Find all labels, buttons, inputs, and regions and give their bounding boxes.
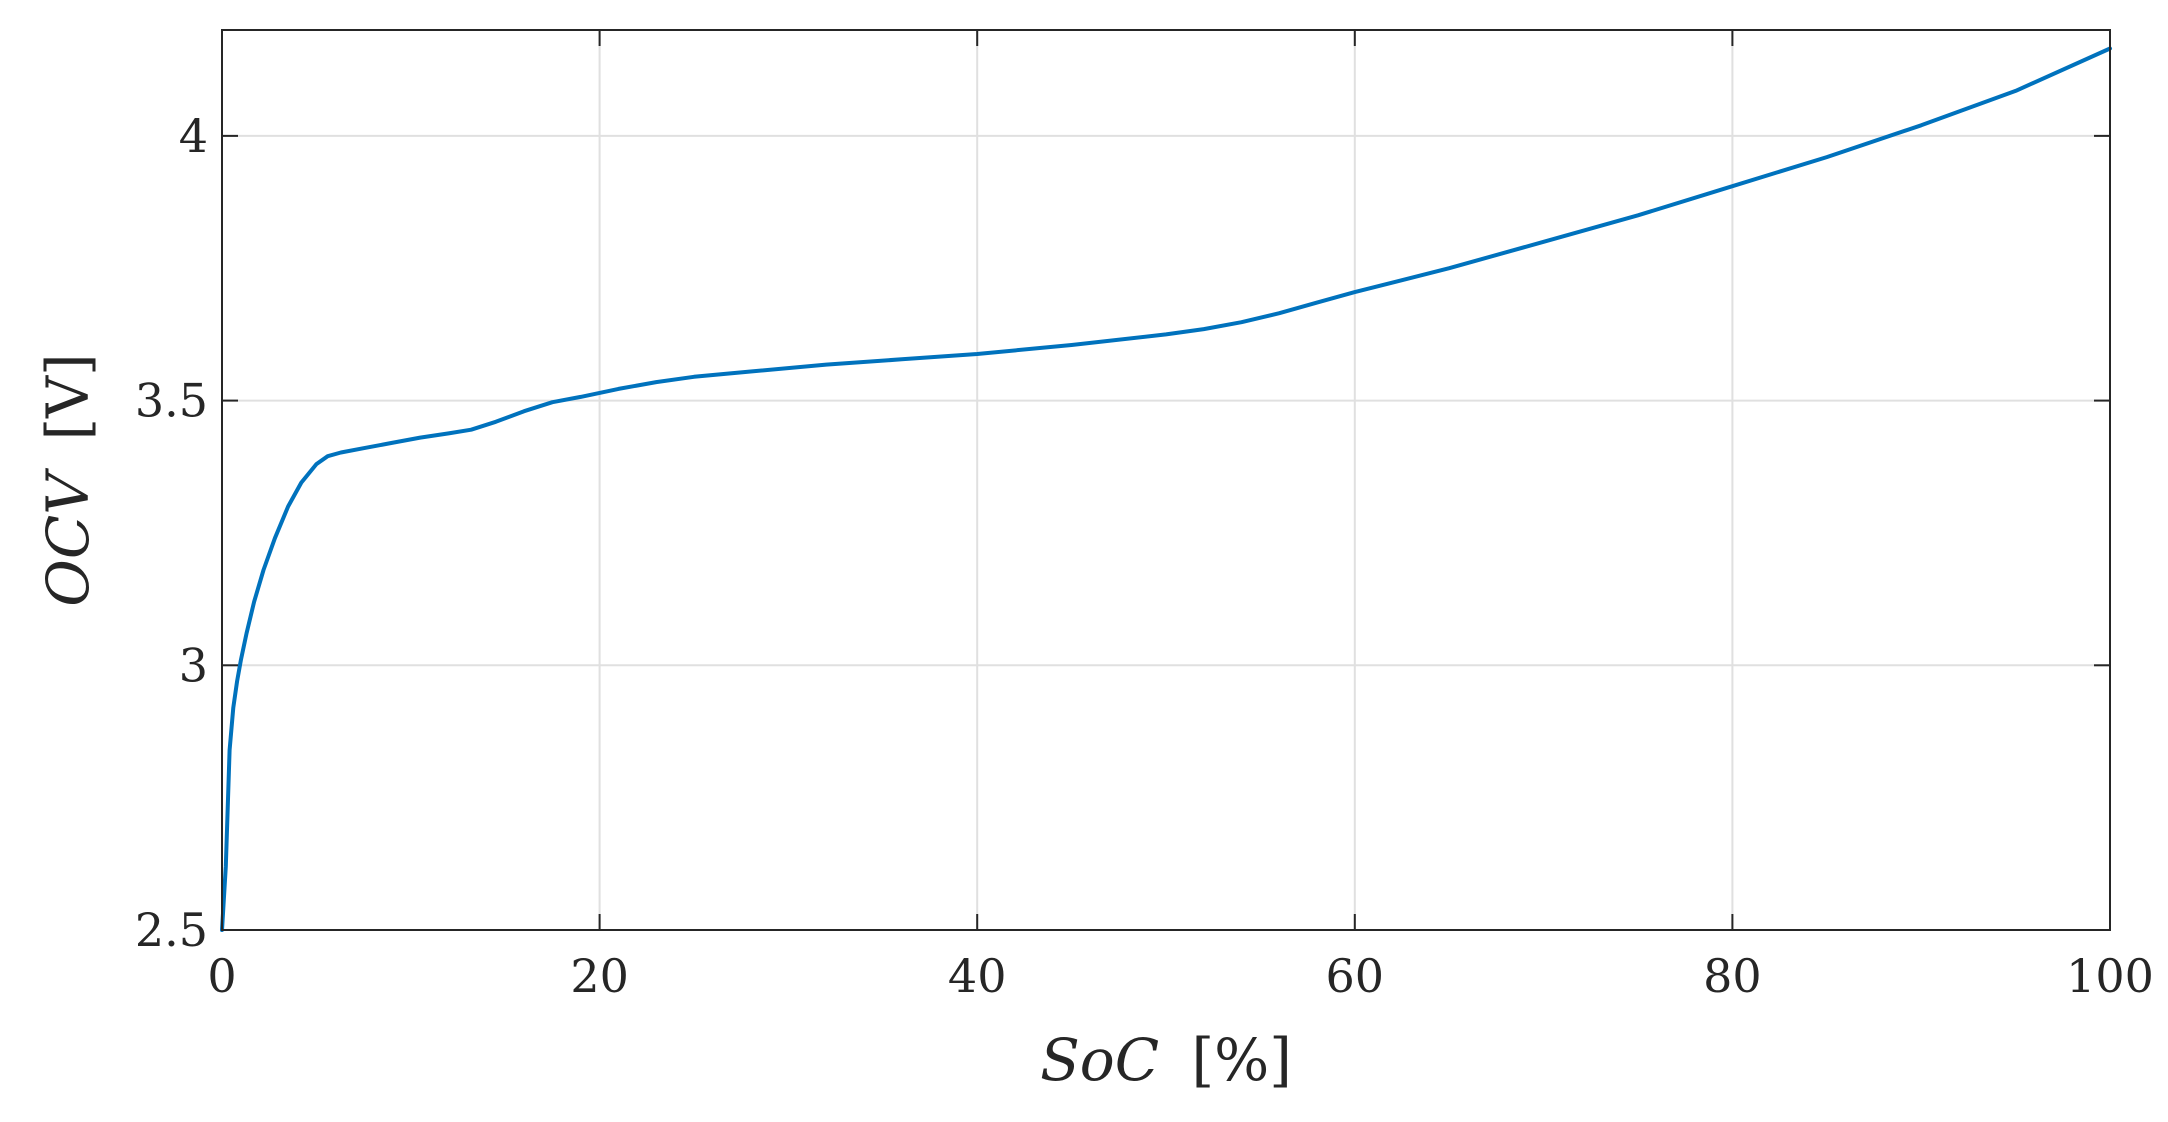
y-tick-label: 3.5 <box>135 374 208 428</box>
x-tick-label: 80 <box>1703 949 1762 1003</box>
x-tick-label: 40 <box>948 949 1007 1003</box>
plot-frame <box>221 29 2111 931</box>
y-axis-title: OCV [V] <box>34 353 102 606</box>
y-tick-label: 2.5 <box>135 903 208 957</box>
tick-marks <box>221 30 2111 931</box>
tick-labels: 0 20 40 60 80 100 2.5 3 3.5 4 <box>135 109 2154 1003</box>
series-layer <box>220 46 2112 932</box>
x-tick-label: 60 <box>1326 949 1385 1003</box>
y-axis-unit: [V] <box>34 353 102 440</box>
grid-lines <box>221 30 2111 931</box>
y-tick-label: 4 <box>179 109 208 163</box>
x-axis-title: SoC [%] <box>1040 1026 1292 1094</box>
y-axis-variable: OCV <box>34 468 102 607</box>
x-tick-label: 0 <box>207 949 236 1003</box>
y-tick-label: 3 <box>179 638 208 692</box>
x-axis-variable: SoC <box>1040 1026 1159 1094</box>
x-tick-label: 100 <box>2066 949 2154 1003</box>
x-tick-label: 20 <box>570 949 629 1003</box>
ocv-curve-line <box>220 46 2112 932</box>
x-axis-unit: [%] <box>1192 1026 1292 1094</box>
